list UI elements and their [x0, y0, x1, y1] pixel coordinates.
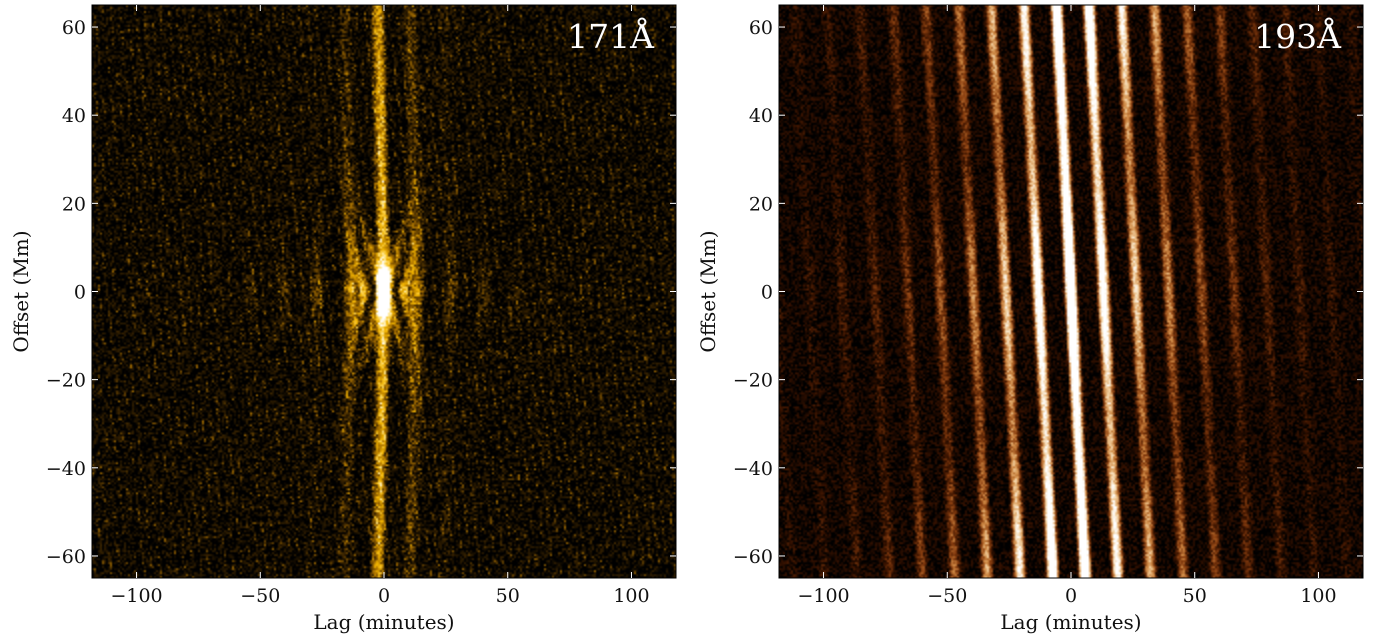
x-axis-label: Lag (minutes) — [1000, 610, 1141, 634]
panel-171: −100 −50 0 50 100 −60 −40 −20 0 20 40 60 Lag (minute… — [9, 4, 677, 634]
y-tick-label: 0 — [74, 282, 86, 304]
x-tick-label: −50 — [240, 585, 280, 607]
x-tick-label: 0 — [1065, 585, 1077, 607]
y-axis-label: Offset (Mm) — [9, 230, 33, 352]
x-tick-label: −100 — [110, 585, 162, 607]
heatmap-image — [92, 5, 676, 578]
x-tick-label: 50 — [496, 585, 520, 607]
y-tick-label: 60 — [749, 17, 773, 39]
y-tick-label: 0 — [761, 282, 773, 304]
x-tick-label: 50 — [1183, 585, 1207, 607]
y-tick-label: −20 — [46, 370, 86, 392]
x-tick-label: −50 — [927, 585, 967, 607]
y-tick-label: 40 — [749, 105, 773, 127]
y-tick-label: 60 — [62, 17, 86, 39]
x-tick-label: 100 — [613, 585, 649, 607]
y-tick-label: −20 — [733, 370, 773, 392]
x-tick-label: −100 — [797, 585, 849, 607]
panel-wavelength-label: 193Å — [1254, 16, 1342, 56]
y-tick-label: −40 — [46, 458, 86, 480]
y-tick-label: −40 — [733, 458, 773, 480]
y-axis-label: Offset (Mm) — [696, 230, 720, 352]
panel-193: −100 −50 0 50 100 −60 −40 −20 0 20 40 60 Lag (minute… — [696, 4, 1364, 634]
x-tick-label: 0 — [378, 585, 390, 607]
y-tick-label: 40 — [62, 105, 86, 127]
panel-wavelength-label: 171Å — [567, 16, 655, 56]
y-tick-label: −60 — [733, 546, 773, 568]
x-tick-label: 100 — [1300, 585, 1336, 607]
y-tick-label: −60 — [46, 546, 86, 568]
y-tick-label: 20 — [62, 193, 86, 215]
y-tick-label: 20 — [749, 193, 773, 215]
heatmap-image — [779, 5, 1363, 578]
x-axis-label: Lag (minutes) — [313, 610, 454, 634]
